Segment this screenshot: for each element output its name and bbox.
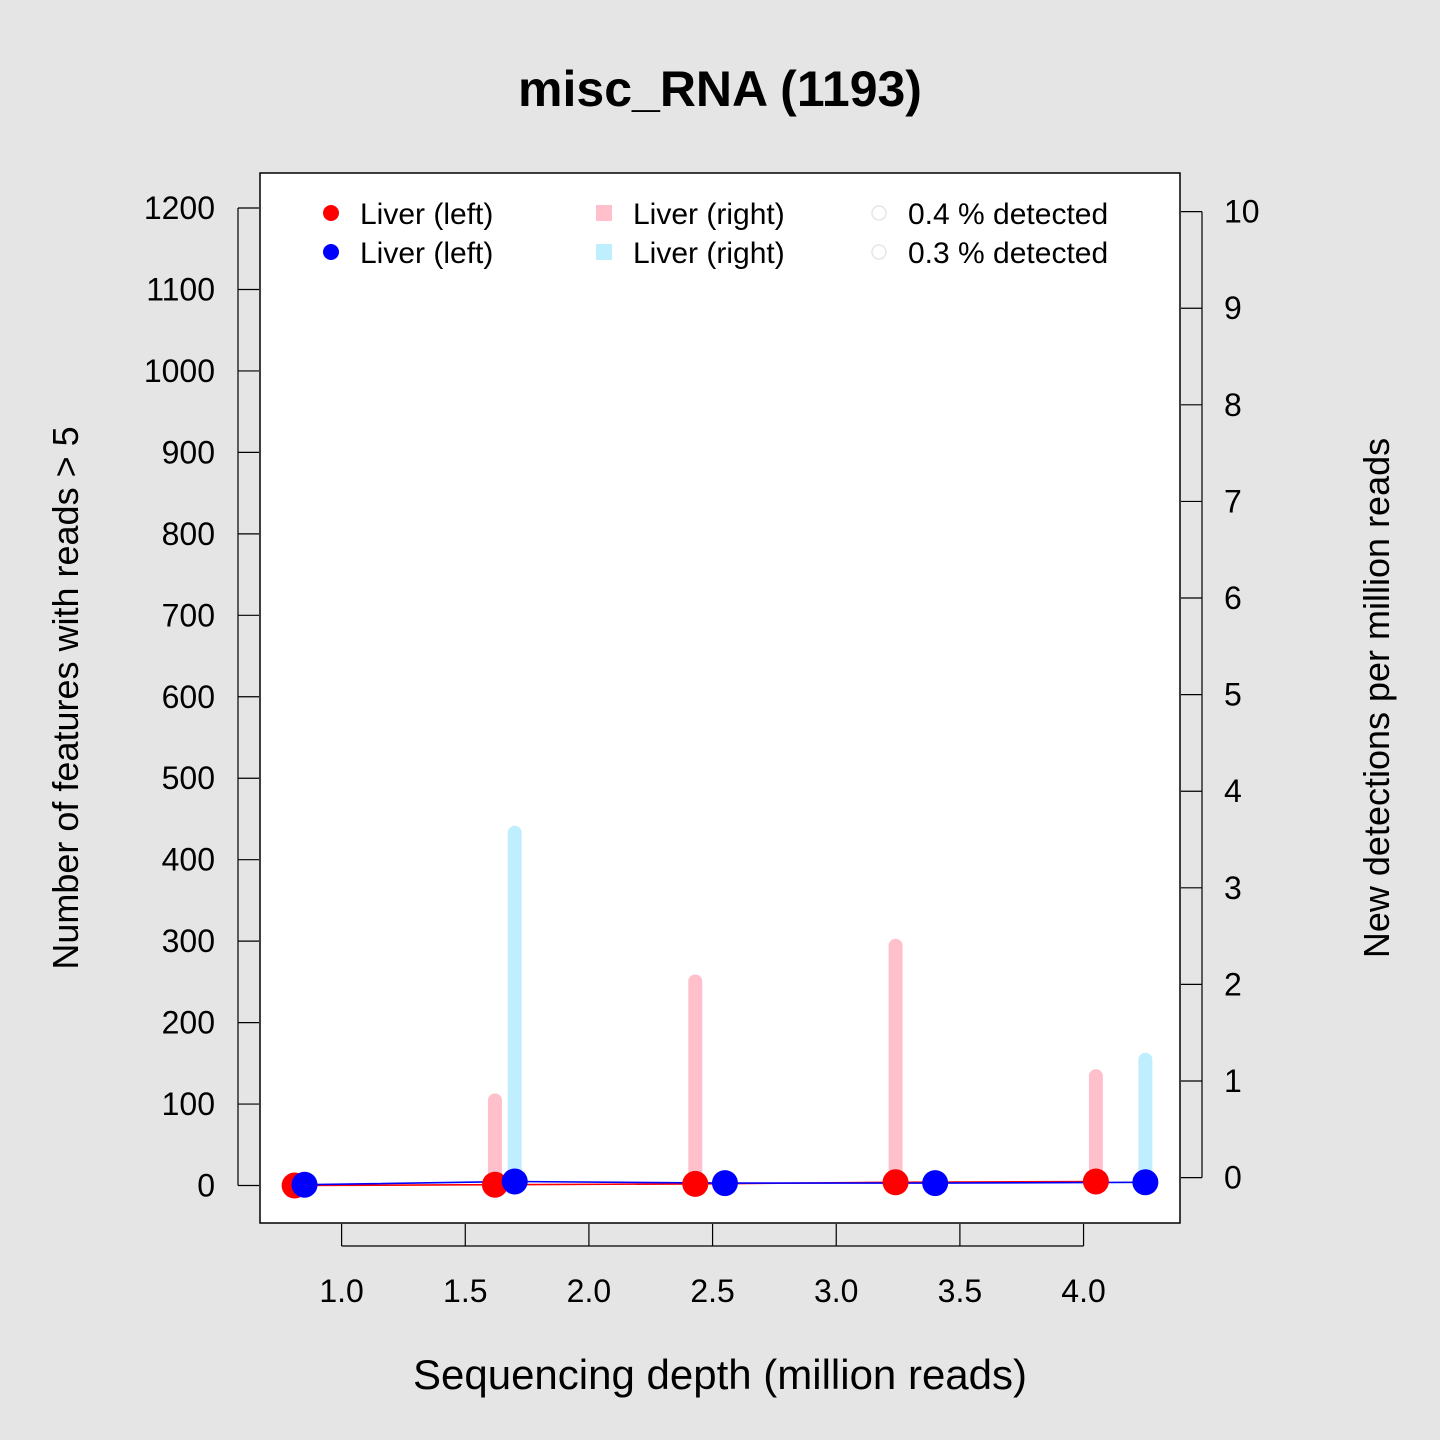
x-tick-label: 2.5	[690, 1273, 734, 1309]
y2-tick-label: 0	[1224, 1160, 1242, 1196]
x-tick-label: 3.5	[938, 1273, 982, 1309]
x-tick-label: 1.0	[319, 1273, 363, 1309]
chart-title: misc_RNA (1193)	[518, 61, 922, 117]
y2-tick-label: 2	[1224, 966, 1242, 1002]
legend-swatch-3	[596, 244, 612, 260]
y2-tick-label: 1	[1224, 1063, 1242, 1099]
legend-swatch-0	[323, 205, 339, 221]
y-axis-title: Number of features with reads > 5	[45, 426, 86, 969]
x-tick-label: 4.0	[1061, 1273, 1105, 1309]
legend-swatch-4	[871, 205, 887, 221]
legend-label-0: Liver (left)	[360, 198, 493, 231]
y-tick-label: 1000	[144, 353, 215, 389]
y2-tick-label: 9	[1224, 290, 1242, 326]
legend-label-1: Liver (left)	[360, 237, 493, 270]
y-tick-label: 100	[162, 1086, 215, 1122]
y-axis: 0 100 200 300 400 500 600 700 800 900 1000 1100 1200	[144, 190, 259, 1204]
x-tick-label: 3.0	[814, 1273, 858, 1309]
point-series-1-3	[922, 1170, 949, 1197]
point-series-0-2	[682, 1170, 709, 1197]
legend: Liver (left) Liver (left) Liver (right) Liv…	[323, 198, 1108, 270]
y-tick-label: 900	[162, 434, 215, 470]
legend-label-5: 0.3 % detected	[908, 237, 1108, 270]
y-tick-label: 700	[162, 597, 215, 633]
point-series-1-1	[501, 1168, 528, 1195]
legend-swatch-5	[871, 244, 887, 260]
point-series-0-1	[481, 1171, 508, 1198]
point-series-1-2	[711, 1170, 738, 1197]
legend-label-2: Liver (right)	[633, 198, 785, 231]
point-series-1-0	[291, 1171, 318, 1198]
x-tick-label: 2.0	[567, 1273, 611, 1309]
y2-tick-label: 4	[1224, 773, 1242, 809]
points-layer	[281, 1168, 1159, 1199]
point-series-0-4	[1082, 1168, 1109, 1195]
y2-tick-label: 10	[1224, 194, 1260, 230]
y-tick-label: 1100	[146, 271, 215, 307]
y2-axis: 0 1 2 3 4 5 6 7 8 9 10	[1181, 194, 1260, 1196]
y2-tick-label: 8	[1224, 387, 1242, 423]
y-tick-label: 300	[162, 923, 215, 959]
y-tick-label: 600	[162, 679, 215, 715]
y-tick-label: 400	[162, 842, 215, 878]
y-tick-label: 0	[197, 1168, 215, 1204]
y2-tick-label: 5	[1224, 677, 1242, 713]
y-tick-label: 200	[162, 1005, 215, 1041]
y2-tick-label: 6	[1224, 580, 1242, 616]
y-tick-label: 1200	[144, 190, 215, 226]
x-tick-label: 1.5	[443, 1273, 487, 1309]
x-axis-title: Sequencing depth (million reads)	[413, 1351, 1027, 1398]
legend-label-3: Liver (right)	[633, 237, 785, 270]
legend-swatch-1	[323, 244, 339, 260]
legend-swatch-2	[596, 205, 612, 221]
point-series-0-3	[882, 1169, 909, 1196]
y2-tick-label: 7	[1224, 483, 1242, 519]
bars-layer	[487, 825, 1153, 1185]
y2-axis-title: New detections per million reads	[1356, 438, 1397, 958]
y-tick-label: 800	[162, 516, 215, 552]
x-axis: 1.0 1.5 2.0 2.5 3.0 3.5 4.0	[319, 1224, 1106, 1309]
legend-label-4: 0.4 % detected	[908, 198, 1108, 231]
y2-tick-label: 3	[1224, 870, 1242, 906]
y-tick-label: 500	[162, 760, 215, 796]
plot-area	[259, 172, 1181, 1224]
point-series-1-4	[1132, 1169, 1159, 1196]
